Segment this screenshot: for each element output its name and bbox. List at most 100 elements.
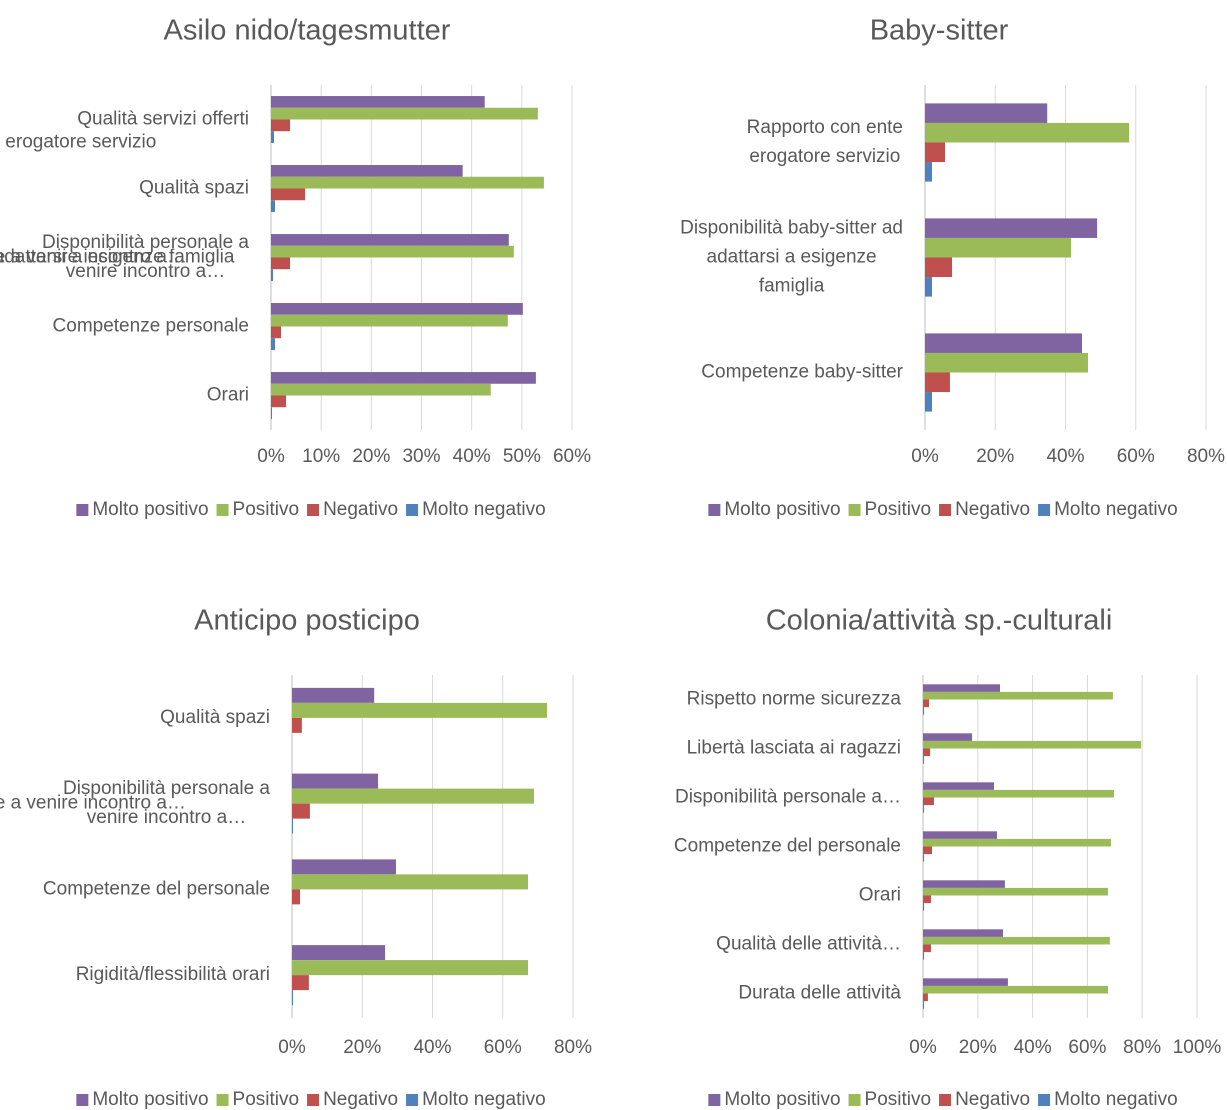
x-tick-label: 0% <box>909 1037 937 1058</box>
bar <box>925 142 946 163</box>
bar <box>923 887 1108 896</box>
legend-label: Positivo <box>233 1089 300 1110</box>
legend: Molto positivo Positivo Negativo Molto nega… <box>708 1089 1178 1110</box>
bar <box>271 107 538 120</box>
bar <box>923 691 1113 700</box>
legend-label: Negativo <box>323 1089 398 1110</box>
bar <box>271 372 536 384</box>
bar <box>923 854 925 862</box>
legend-label: Molto positivo <box>92 499 208 520</box>
x-tick-label: 60% <box>484 1037 522 1058</box>
legend-label: Positivo <box>233 499 300 520</box>
bar <box>292 945 386 961</box>
bar <box>923 1001 925 1009</box>
legend-label: Molto negativo <box>1054 499 1178 520</box>
bar <box>271 326 282 339</box>
bar <box>923 903 925 911</box>
bar <box>923 944 931 953</box>
x-tick-label: 20% <box>976 446 1014 467</box>
x-tick-label: 0% <box>278 1037 306 1058</box>
bar <box>292 717 302 733</box>
legend-label: Positivo <box>865 499 932 520</box>
bar <box>923 707 925 715</box>
bar <box>923 880 1005 888</box>
legend-label: Negativo <box>955 499 1030 520</box>
x-tick-label: 0% <box>257 446 285 467</box>
y-tick-label: Qualità spaziQualità spazi <box>0 707 270 728</box>
legend-swatch <box>1038 504 1051 516</box>
y-tick-label: Libertà lasciata ai ragazziLibertà lasci… <box>0 738 901 759</box>
bar <box>925 333 1083 353</box>
y-tick-label: Rigidità/flessibilità orariRigidità/fles… <box>0 964 270 985</box>
bar <box>271 245 514 258</box>
legend-swatch <box>939 1094 952 1106</box>
bar <box>271 269 274 281</box>
legend-swatch <box>406 1094 419 1106</box>
bar <box>925 257 953 278</box>
bar <box>923 699 930 708</box>
legend-label: Positivo <box>865 1089 932 1110</box>
bar <box>925 392 933 412</box>
bar <box>923 805 925 813</box>
bar <box>923 797 934 806</box>
bar <box>923 993 928 1002</box>
chart-title: Baby-sitter <box>870 15 1009 47</box>
y-tick-label: Qualità delle attività…Qualità delle att… <box>0 934 901 955</box>
x-tick-label: 100% <box>1173 1037 1222 1058</box>
x-tick-label: 40% <box>1046 446 1084 467</box>
legend: Molto positivo Positivo Negativo Molto nega… <box>76 1089 546 1110</box>
y-tick-label: OrariOrari <box>0 385 249 406</box>
x-tick-label: 0% <box>911 446 939 467</box>
x-tick-label: 40% <box>413 1037 451 1058</box>
bar <box>292 803 310 819</box>
bar <box>923 985 1108 994</box>
y-tick-label: Competenze personaleCompetenze personale <box>0 316 249 337</box>
legend: Molto positivo Positivo Negativo Molto nega… <box>708 499 1178 520</box>
bar <box>271 131 275 143</box>
bar <box>925 162 933 182</box>
legend-label: Molto negativo <box>1054 1089 1178 1110</box>
x-tick-label: 40% <box>1014 1037 1052 1058</box>
legend-swatch <box>406 504 419 516</box>
legend-swatch <box>1038 1094 1051 1106</box>
x-tick-label: 60% <box>1117 446 1155 467</box>
legend-swatch <box>708 504 721 516</box>
bar <box>292 975 309 991</box>
bar <box>925 277 933 297</box>
bar <box>923 838 1111 847</box>
x-tick-label: 80% <box>1187 446 1225 467</box>
x-tick-label: 80% <box>554 1037 592 1058</box>
bar <box>923 936 1110 945</box>
x-tick-label: 60% <box>553 446 591 467</box>
x-tick-label: 30% <box>402 446 440 467</box>
legend-swatch <box>76 1094 89 1106</box>
bar <box>271 96 485 108</box>
x-tick-label: 20% <box>352 446 390 467</box>
chart: Colonia/attività sp.-culturali 0% 20% 40% 60… <box>0 605 1221 1110</box>
bar <box>923 782 994 790</box>
legend-label: Molto positivo <box>92 1089 208 1110</box>
legend-swatch <box>307 1094 320 1106</box>
bar <box>925 237 1072 258</box>
bar <box>925 372 950 393</box>
bar <box>923 789 1114 798</box>
x-tick-label: 60% <box>1068 1037 1106 1058</box>
bar <box>292 702 548 718</box>
y-tick-label: Qualità spaziQualità spazi <box>0 178 249 199</box>
bar <box>271 407 273 419</box>
legend-swatch <box>76 504 89 516</box>
y-tick-label: Durata delle attivitàDurata delle attivi… <box>0 983 901 1004</box>
bar <box>271 338 276 350</box>
bar <box>271 234 509 246</box>
bar <box>292 818 294 834</box>
y-tick-label: Competenze del personaleCompetenze del p… <box>0 836 901 857</box>
x-tick-label: 10% <box>302 446 340 467</box>
legend-label: Molto negativo <box>422 499 546 520</box>
bar <box>923 846 933 855</box>
legend-swatch <box>848 504 861 516</box>
bar <box>923 952 925 960</box>
bar <box>271 257 291 270</box>
y-tick-label: Disponibilità personale a venire incontr… <box>0 778 270 828</box>
legend: Molto positivo Positivo Negativo Molto nega… <box>76 499 546 520</box>
